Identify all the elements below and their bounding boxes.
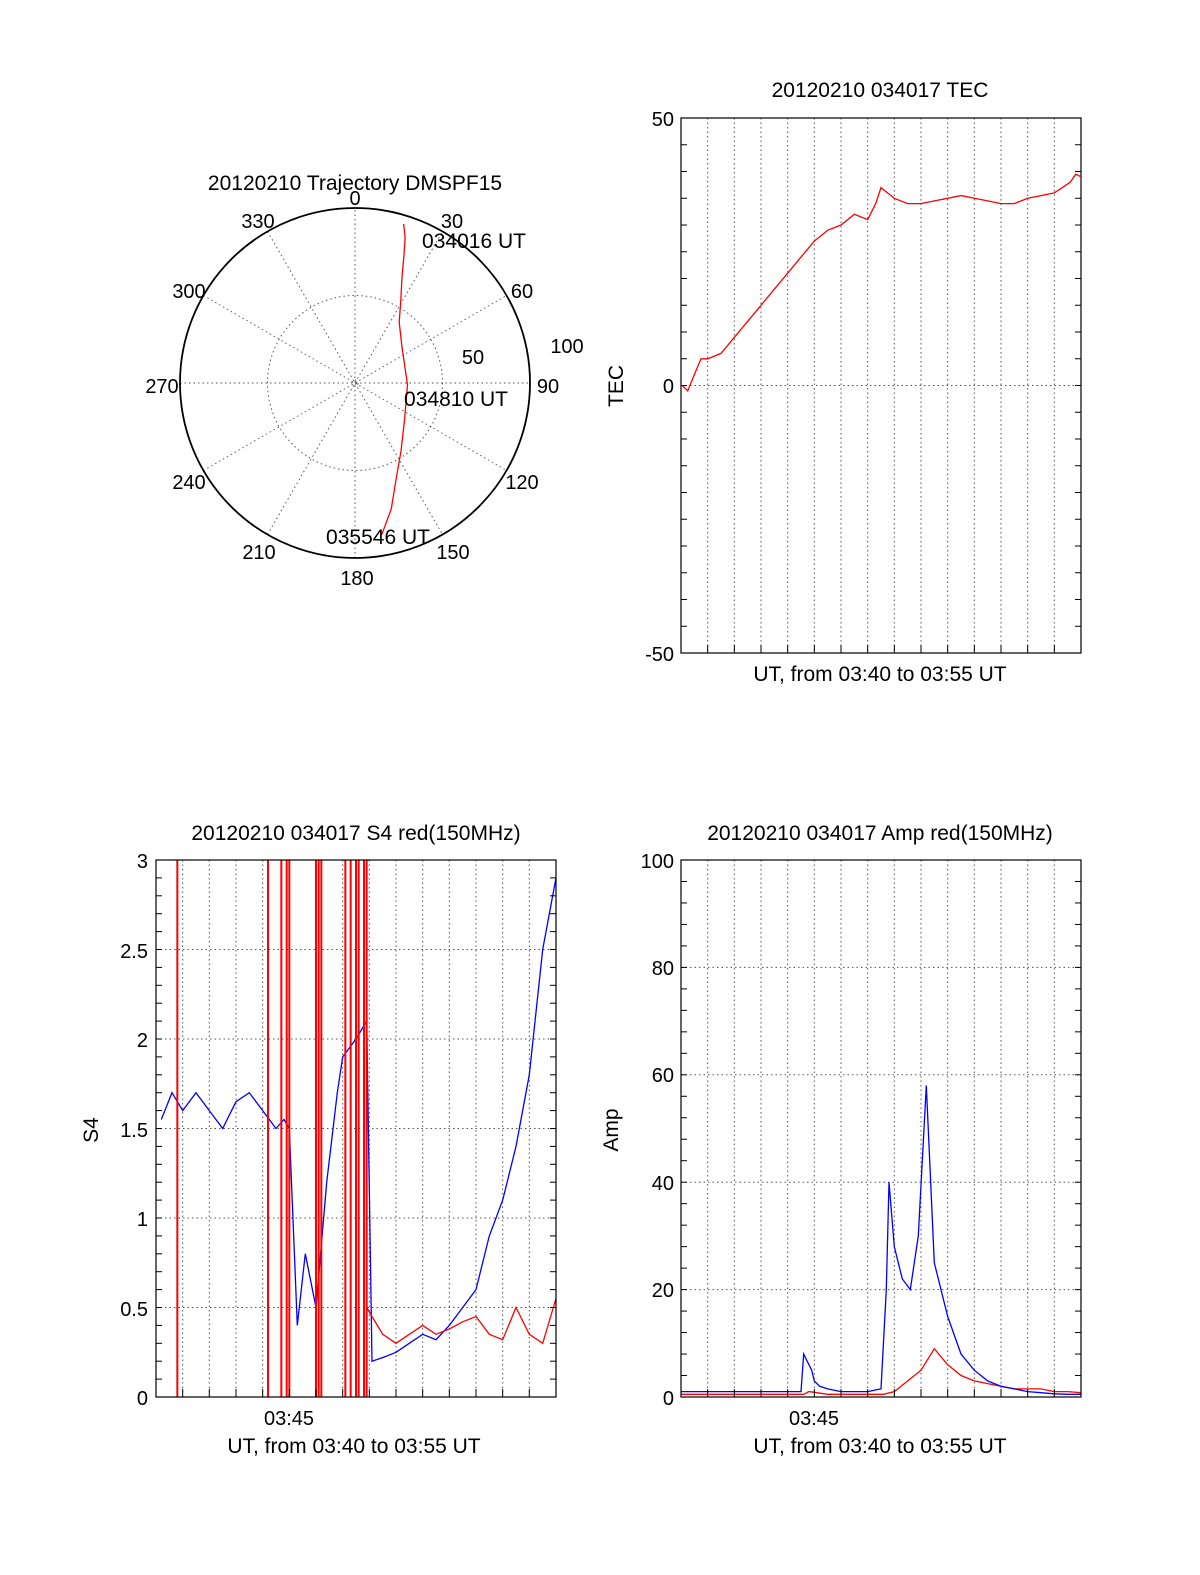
tec-panel: 20120210 034017 TEC 50 0 -50 TEC UT, fro… bbox=[605, 79, 1082, 686]
tec-series-group bbox=[681, 173, 1082, 393]
s4-series-red-line bbox=[366, 1298, 557, 1345]
tec-xlabel: UT, from 03:40 to 03:55 UT bbox=[753, 663, 1006, 686]
amp-ytick-20: 20 bbox=[652, 1280, 674, 1302]
amp-series-red-line bbox=[681, 1347, 1082, 1395]
amp-xtick-0345: 03:45 bbox=[789, 1408, 839, 1430]
tec-ytick-0: 0 bbox=[663, 376, 674, 398]
polar-trajectory-line bbox=[381, 223, 409, 535]
angle-label-150: 150 bbox=[436, 542, 469, 564]
polar-panel: 20120210 Trajectory DMSPF15 0 30 60 90 1… bbox=[145, 172, 583, 590]
angle-label-60: 60 bbox=[511, 281, 533, 303]
amp-ytick-60: 60 bbox=[652, 1065, 674, 1087]
tec-ylabel: TEC bbox=[605, 365, 628, 407]
radius-label-50: 50 bbox=[462, 347, 484, 369]
angle-label-120: 120 bbox=[505, 472, 538, 494]
tec-ytick-neg50: -50 bbox=[645, 644, 674, 666]
s4-ytick-2.5: 2.5 bbox=[120, 941, 148, 963]
s4-series-blue-line bbox=[160, 877, 557, 1363]
angle-label-0: 0 bbox=[349, 188, 360, 210]
s4-ytick-0.5: 0.5 bbox=[120, 1299, 148, 1321]
amp-ylabel: Amp bbox=[600, 1108, 623, 1151]
s4-ticks bbox=[156, 859, 556, 1398]
tec-ticks bbox=[681, 117, 1081, 654]
angle-label-90: 90 bbox=[537, 376, 559, 398]
time-label-start: 034016 UT bbox=[422, 230, 526, 253]
angle-label-240: 240 bbox=[172, 472, 205, 494]
polar-outer-circle bbox=[179, 207, 531, 559]
amp-plot-frame bbox=[680, 859, 1082, 1398]
time-label-mid: 034810 UT bbox=[404, 388, 508, 411]
s4-ytick-1.5: 1.5 bbox=[120, 1120, 148, 1142]
amp-ytick-80: 80 bbox=[652, 958, 674, 980]
amp-ytick-100: 100 bbox=[641, 851, 674, 873]
time-label-end: 035546 UT bbox=[326, 526, 430, 549]
s4-xlabel: UT, from 03:40 to 03:55 UT bbox=[227, 1435, 480, 1458]
amp-ytick-40: 40 bbox=[652, 1173, 674, 1195]
s4-ytick-0: 0 bbox=[137, 1388, 148, 1410]
polar-grid bbox=[180, 208, 530, 558]
radius-label-100: 100 bbox=[550, 336, 583, 358]
amp-xlabel: UT, from 03:40 to 03:55 UT bbox=[753, 1435, 1006, 1458]
s4-ytick-2: 2 bbox=[137, 1030, 148, 1052]
polar-angle-labels: 0 30 60 90 120 150 180 210 240 270 300 3… bbox=[145, 188, 559, 590]
angle-label-30: 30 bbox=[441, 211, 463, 233]
s4-xtick-0345: 03:45 bbox=[264, 1408, 314, 1430]
s4-series-group bbox=[160, 860, 557, 1397]
amp-panel: 20120210 034017 Amp red(150MHz) 0 20 40 … bbox=[600, 822, 1082, 1458]
polar-grid-center bbox=[351, 379, 359, 387]
angle-label-270: 270 bbox=[145, 376, 178, 398]
angle-label-210: 210 bbox=[242, 542, 275, 564]
s4-ylabel: S4 bbox=[80, 1117, 103, 1143]
tec-ytick-50: 50 bbox=[652, 109, 674, 131]
s4-grid bbox=[156, 860, 556, 1397]
amp-ticks bbox=[681, 859, 1081, 1398]
s4-ytick-1: 1 bbox=[137, 1209, 148, 1231]
amp-series-group bbox=[681, 1085, 1082, 1395]
polar-title: 20120210 Trajectory DMSPF15 bbox=[208, 172, 502, 195]
s4-panel: 20120210 034017 S4 red(150MHz) 0 0.5 1 1… bbox=[80, 822, 557, 1458]
s4-ytick-3: 3 bbox=[137, 851, 148, 873]
amp-ytick-0: 0 bbox=[663, 1388, 674, 1410]
amp-grid bbox=[681, 860, 1081, 1397]
angle-label-300: 300 bbox=[172, 281, 205, 303]
amp-title: 20120210 034017 Amp red(150MHz) bbox=[707, 822, 1053, 845]
s4-title: 20120210 034017 S4 red(150MHz) bbox=[191, 822, 520, 845]
tec-title: 20120210 034017 TEC bbox=[772, 79, 989, 102]
angle-label-330: 330 bbox=[241, 211, 274, 233]
tec-grid bbox=[681, 118, 1081, 653]
amp-series-blue-line bbox=[681, 1085, 1081, 1395]
angle-label-180: 180 bbox=[340, 568, 373, 590]
tec-series-red-line bbox=[681, 173, 1082, 393]
